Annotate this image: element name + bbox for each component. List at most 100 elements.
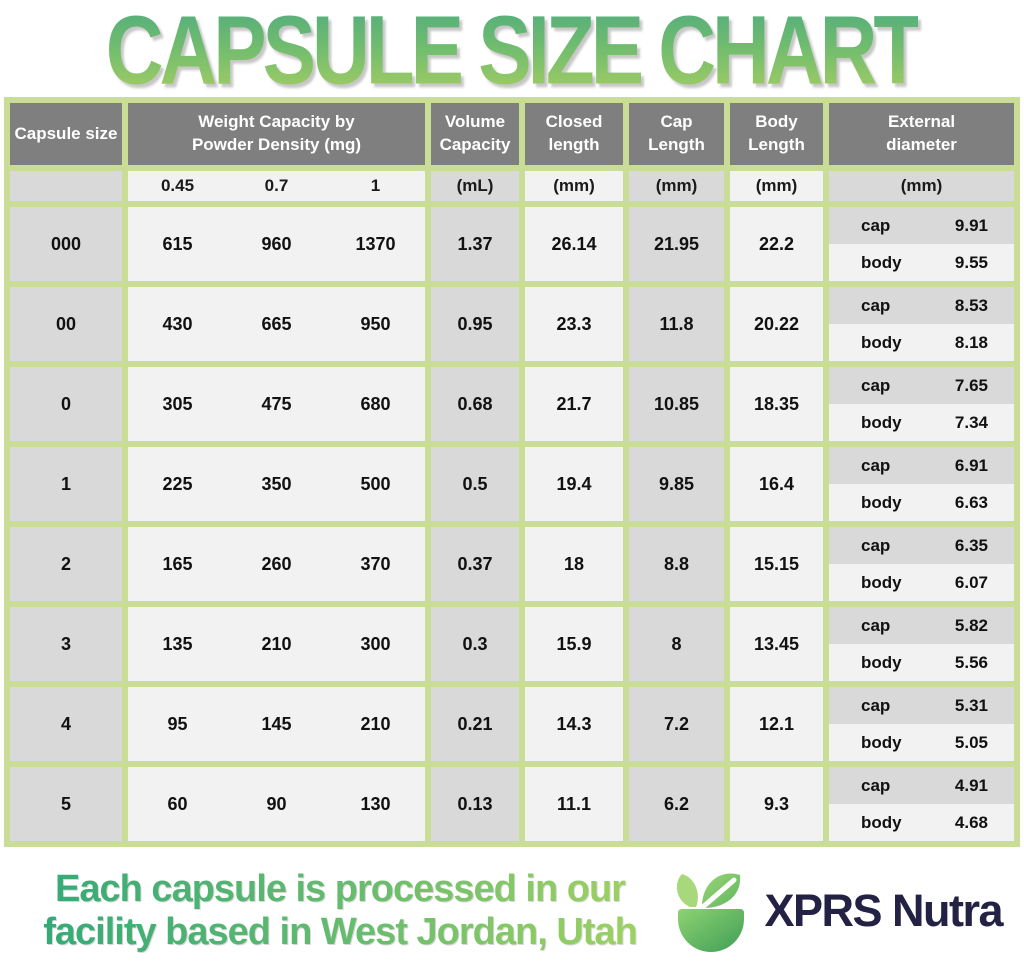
footer-line2: facility based in West Jordan, Utah [43, 911, 637, 953]
body-length-cell: 15.15 [730, 527, 823, 601]
weight-capacity-cell: 430 665 950 [127, 287, 425, 361]
weight-045-value: 60 [167, 793, 188, 814]
closed-length-cell: 23.3 [525, 287, 623, 361]
external-body-row: body 8.18 [829, 324, 1014, 361]
closed-length-cell: 21.7 [525, 367, 623, 441]
weight-capacity-cell: 165 260 370 [127, 527, 425, 601]
external-body-row: body 4.68 [829, 804, 1014, 841]
external-cap-value: 7.65 [954, 375, 988, 395]
capsule-size-cell: 2 [9, 527, 122, 601]
external-diameter-cell: cap 5.31 body 5.05 [829, 687, 1014, 761]
external-diameter-cell: cap 6.91 body 6.63 [829, 447, 1014, 521]
external-diameter-cell: cap 7.65 body 7.34 [829, 367, 1014, 441]
table-row: 1 225 350 500 0.5 19.4 9.85 16.4 cap 6.9… [9, 447, 1014, 521]
title-wrap: CAPSULE SIZE CHART [0, 0, 1024, 99]
weight-07-value: 260 [261, 553, 292, 574]
unit-empty-cell [9, 171, 122, 201]
body-length-cell: 18.35 [730, 367, 823, 441]
external-body-label: body [861, 332, 902, 352]
external-cap-value: 4.91 [954, 775, 988, 795]
external-body-value: 5.05 [954, 732, 988, 752]
external-diameter-cell: cap 4.91 body 4.68 [829, 767, 1014, 841]
table-row: 00 430 665 950 0.95 23.3 11.8 20.22 cap … [9, 287, 1014, 361]
mortar-leaf-icon [677, 873, 745, 952]
external-cap-row: cap 8.53 [829, 287, 1014, 324]
body-length-cell: 12.1 [730, 687, 823, 761]
external-cap-label: cap [861, 375, 891, 395]
external-body-value: 4.68 [954, 812, 988, 832]
weight-capacity-cell: 60 90 130 [127, 767, 425, 841]
external-body-label: body [861, 412, 902, 432]
table-row: 3 135 210 300 0.3 15.9 8 13.45 cap 5.82 … [9, 607, 1014, 681]
capsule-size-cell: 4 [9, 687, 122, 761]
closed-length-cell: 15.9 [525, 607, 623, 681]
external-cap-row: cap 6.35 [829, 527, 1014, 564]
table-row: 5 60 90 130 0.13 11.1 6.2 9.3 cap 4.91 b… [9, 767, 1014, 841]
volume-capacity-cell: 0.5 [431, 447, 519, 521]
external-body-label: body [861, 652, 902, 672]
table-row: 0 305 475 680 0.68 21.7 10.85 18.35 cap … [9, 367, 1014, 441]
cap-length-cell: 21.95 [629, 207, 724, 281]
col-header-cap-length: Cap Length [629, 103, 724, 165]
external-cap-row: cap 9.91 [829, 207, 1014, 244]
density-1-label: 1 [370, 176, 381, 195]
weight-07-value: 350 [261, 473, 292, 494]
external-body-row: body 7.34 [829, 404, 1014, 441]
external-body-label: body [861, 572, 902, 592]
external-cap-value: 5.31 [954, 695, 988, 715]
external-body-value: 9.55 [954, 252, 988, 272]
external-cap-value: 6.91 [954, 455, 988, 475]
external-body-row: body 9.55 [829, 244, 1014, 281]
cap-length-cell: 9.85 [629, 447, 724, 521]
table-unit-row: 0.45 0.7 1 (mL) (mm) (mm) (mm) (mm) [9, 171, 1014, 201]
weight-07-value: 210 [261, 633, 292, 654]
col-header-volume-capacity: Volume Capacity [431, 103, 519, 165]
weight-1-value: 300 [360, 633, 391, 654]
weight-045-value: 615 [162, 233, 193, 254]
capsule-size-cell: 1 [9, 447, 122, 521]
weight-045-value: 165 [162, 553, 193, 574]
external-cap-label: cap [861, 615, 891, 635]
density-07-label: 0.7 [264, 176, 289, 195]
weight-1-value: 130 [360, 793, 391, 814]
brand-name: XPRS Nutra [764, 885, 1003, 936]
cap-length-cell: 8 [629, 607, 724, 681]
body-length-cell: 13.45 [730, 607, 823, 681]
cap-length-cell: 8.8 [629, 527, 724, 601]
weight-07-value: 665 [261, 313, 292, 334]
footer: Each capsule is processed in our facilit… [0, 865, 1024, 957]
weight-1-value: 680 [360, 393, 391, 414]
external-body-label: body [861, 812, 902, 832]
cap-length-cell: 10.85 [629, 367, 724, 441]
col-header-capsule-size: Capsule size [9, 103, 122, 165]
external-cap-label: cap [861, 215, 891, 235]
volume-capacity-cell: 1.37 [431, 207, 519, 281]
external-cap-row: cap 6.91 [829, 447, 1014, 484]
external-body-row: body 5.56 [829, 644, 1014, 681]
weight-045-value: 305 [162, 393, 193, 414]
unit-external-cell: (mm) [829, 171, 1014, 201]
capsule-size-cell: 5 [9, 767, 122, 841]
weight-1-value: 950 [360, 313, 391, 334]
capsule-size-cell: 3 [9, 607, 122, 681]
external-cap-row: cap 5.82 [829, 607, 1014, 644]
weight-1-value: 1370 [355, 233, 396, 254]
table-body: 000 615 960 1370 1.37 26.14 21.95 22.2 c… [9, 207, 1014, 841]
volume-capacity-cell: 0.37 [431, 527, 519, 601]
weight-capacity-cell: 135 210 300 [127, 607, 425, 681]
volume-capacity-cell: 0.13 [431, 767, 519, 841]
external-body-value: 6.07 [954, 572, 988, 592]
external-body-value: 8.18 [954, 332, 988, 352]
unit-body-cell: (mm) [730, 171, 823, 201]
external-body-row: body 6.07 [829, 564, 1014, 601]
external-cap-label: cap [861, 775, 891, 795]
table-row: 2 165 260 370 0.37 18 8.8 15.15 cap 6.35… [9, 527, 1014, 601]
external-body-row: body 5.05 [829, 724, 1014, 761]
external-diameter-cell: cap 5.82 body 5.56 [829, 607, 1014, 681]
external-cap-value: 6.35 [954, 535, 988, 555]
weight-capacity-cell: 95 145 210 [127, 687, 425, 761]
external-body-row: body 6.63 [829, 484, 1014, 521]
cap-length-cell: 11.8 [629, 287, 724, 361]
weight-045-value: 95 [167, 713, 188, 734]
